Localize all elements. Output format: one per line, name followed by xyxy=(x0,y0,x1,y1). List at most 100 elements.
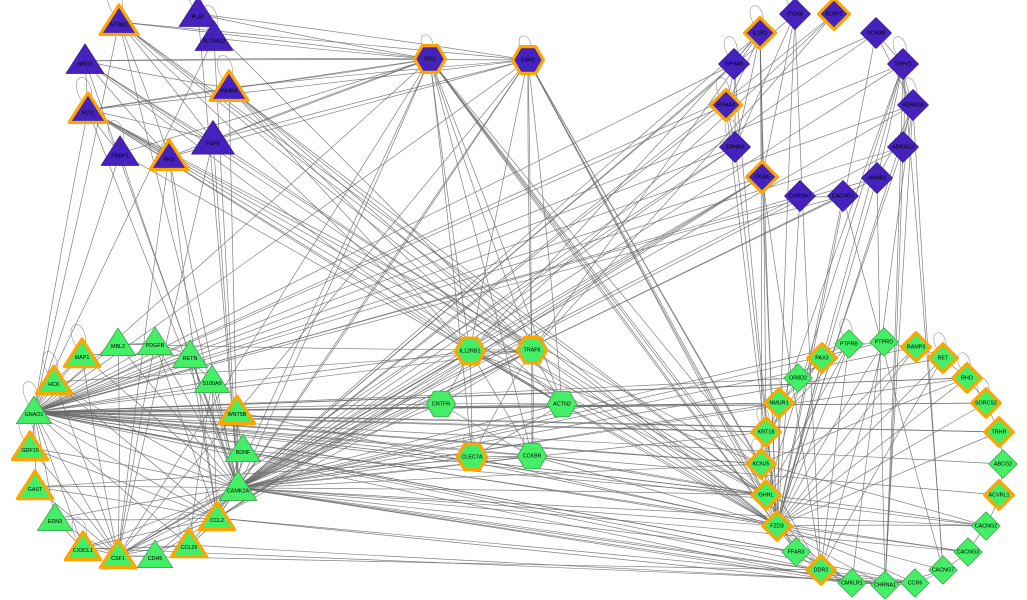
edge xyxy=(237,32,877,489)
diamond-node-shape[interactable] xyxy=(870,570,900,600)
triangle-node-shape[interactable] xyxy=(191,120,235,155)
diamond-node-shape[interactable] xyxy=(708,87,744,123)
edge xyxy=(765,63,904,496)
diamond-node-shape[interactable] xyxy=(861,162,893,194)
triangle-node-shape[interactable] xyxy=(15,395,53,424)
edge xyxy=(237,63,735,489)
network-node-clec7a[interactable]: CLEC7A xyxy=(455,442,489,472)
hexagon-node-shape[interactable] xyxy=(413,44,447,74)
diamond-node-shape[interactable] xyxy=(805,554,837,586)
edge xyxy=(237,487,969,553)
diamond-node-shape[interactable] xyxy=(750,479,782,511)
triangle-node-shape[interactable] xyxy=(10,430,50,462)
hexagon-node-shape[interactable] xyxy=(515,335,549,365)
diamond-node-shape[interactable] xyxy=(781,537,811,567)
hexagon-node-shape[interactable] xyxy=(425,390,457,418)
diamond-node-shape[interactable] xyxy=(750,416,782,448)
triangle-node-shape[interactable] xyxy=(171,339,209,368)
edge xyxy=(117,555,822,571)
hexagon-node-shape[interactable] xyxy=(516,442,548,470)
triangle-node-shape[interactable] xyxy=(98,538,138,570)
hexagon-node-shape[interactable] xyxy=(546,390,578,418)
hexagon-node-shape[interactable] xyxy=(453,336,487,366)
diamond-node-shape[interactable] xyxy=(900,331,932,363)
diamond-node-shape[interactable] xyxy=(927,342,959,374)
self-loop-edge xyxy=(70,324,86,352)
edge xyxy=(117,58,431,557)
edge xyxy=(154,342,218,519)
diamond-node-shape[interactable] xyxy=(783,363,813,393)
triangle-node-shape[interactable] xyxy=(62,337,102,369)
diamond-node-shape[interactable] xyxy=(806,342,838,374)
diamond-node-shape[interactable] xyxy=(860,17,892,49)
edge xyxy=(237,104,727,489)
edge xyxy=(33,411,969,553)
diamond-node-shape[interactable] xyxy=(971,511,1001,541)
edge xyxy=(188,380,213,546)
diamond-node-shape[interactable] xyxy=(900,568,930,598)
triangle-node-shape[interactable] xyxy=(67,91,109,125)
triangle-node-shape[interactable] xyxy=(194,20,234,51)
network-node-irs1[interactable]: IRS1 xyxy=(413,44,447,74)
triangle-node-shape[interactable] xyxy=(197,500,237,532)
triangle-node-shape[interactable] xyxy=(98,3,140,37)
network-node-traf6[interactable]: TRAF6 xyxy=(515,335,549,365)
diamond-node-shape[interactable] xyxy=(816,0,852,32)
network-node-esr2[interactable]: ESR2 xyxy=(511,45,545,75)
triangle-node-shape[interactable] xyxy=(148,138,190,172)
triangle-node-shape[interactable] xyxy=(34,364,74,396)
edge xyxy=(33,21,120,413)
edge xyxy=(237,463,762,489)
triangle-node-shape[interactable] xyxy=(99,327,137,356)
diamond-node-shape[interactable] xyxy=(779,0,811,30)
triangle-node-shape[interactable] xyxy=(63,530,103,562)
triangle-node-shape[interactable] xyxy=(193,364,231,393)
diamond-node-shape[interactable] xyxy=(827,180,859,212)
edge xyxy=(429,58,778,527)
edge xyxy=(212,59,529,141)
triangle-node-shape[interactable] xyxy=(136,326,174,355)
diamond-node-shape[interactable] xyxy=(834,329,864,359)
triangle-node-shape[interactable] xyxy=(208,69,250,103)
triangle-node-shape[interactable] xyxy=(217,394,257,426)
diamond-node-shape[interactable] xyxy=(763,387,795,419)
diamond-node-shape[interactable] xyxy=(951,362,983,394)
diamond-node-shape[interactable] xyxy=(983,479,1015,511)
diamond-node-shape[interactable] xyxy=(887,48,919,80)
edge xyxy=(237,487,886,586)
diamond-node-shape[interactable] xyxy=(761,510,793,542)
hexagon-node-shape[interactable] xyxy=(511,45,545,75)
triangle-node-shape[interactable] xyxy=(36,502,74,531)
diamond-node-shape[interactable] xyxy=(744,159,780,195)
triangle-node-shape[interactable] xyxy=(15,469,55,501)
diamond-node-shape[interactable] xyxy=(784,180,816,212)
diamond-node-shape[interactable] xyxy=(869,327,899,357)
triangle-node-shape[interactable] xyxy=(136,539,174,568)
edge xyxy=(876,63,904,179)
diamond-node-shape[interactable] xyxy=(718,48,750,80)
triangle-node-shape[interactable] xyxy=(65,43,105,74)
diamond-node-shape[interactable] xyxy=(897,89,929,121)
triangle-node-shape[interactable] xyxy=(218,470,258,501)
diamond-node-shape[interactable] xyxy=(988,449,1018,479)
diamond-node-shape[interactable] xyxy=(745,448,777,480)
hexagon-node-shape[interactable] xyxy=(455,442,489,472)
diamond-node-shape[interactable] xyxy=(887,131,919,163)
diamond-node-shape[interactable] xyxy=(837,568,867,598)
triangle-node-shape[interactable] xyxy=(224,433,262,462)
edge xyxy=(33,411,1000,433)
diamond-node-shape[interactable] xyxy=(928,555,958,585)
edge xyxy=(776,341,885,527)
diamond-node-shape[interactable] xyxy=(970,387,1002,419)
diamond-node-shape[interactable] xyxy=(719,131,751,163)
edge xyxy=(776,431,1000,527)
triangle-node-shape[interactable] xyxy=(178,0,218,27)
diamond-node-shape[interactable] xyxy=(953,537,983,567)
diamond-node-shape[interactable] xyxy=(983,416,1015,448)
triangle-node-shape[interactable] xyxy=(100,135,140,166)
network-node-il12rb1[interactable]: IL12RB1 xyxy=(453,336,487,366)
triangle-node-shape[interactable] xyxy=(169,527,209,559)
diamond-node-shape[interactable] xyxy=(742,15,778,51)
edge xyxy=(84,59,529,62)
